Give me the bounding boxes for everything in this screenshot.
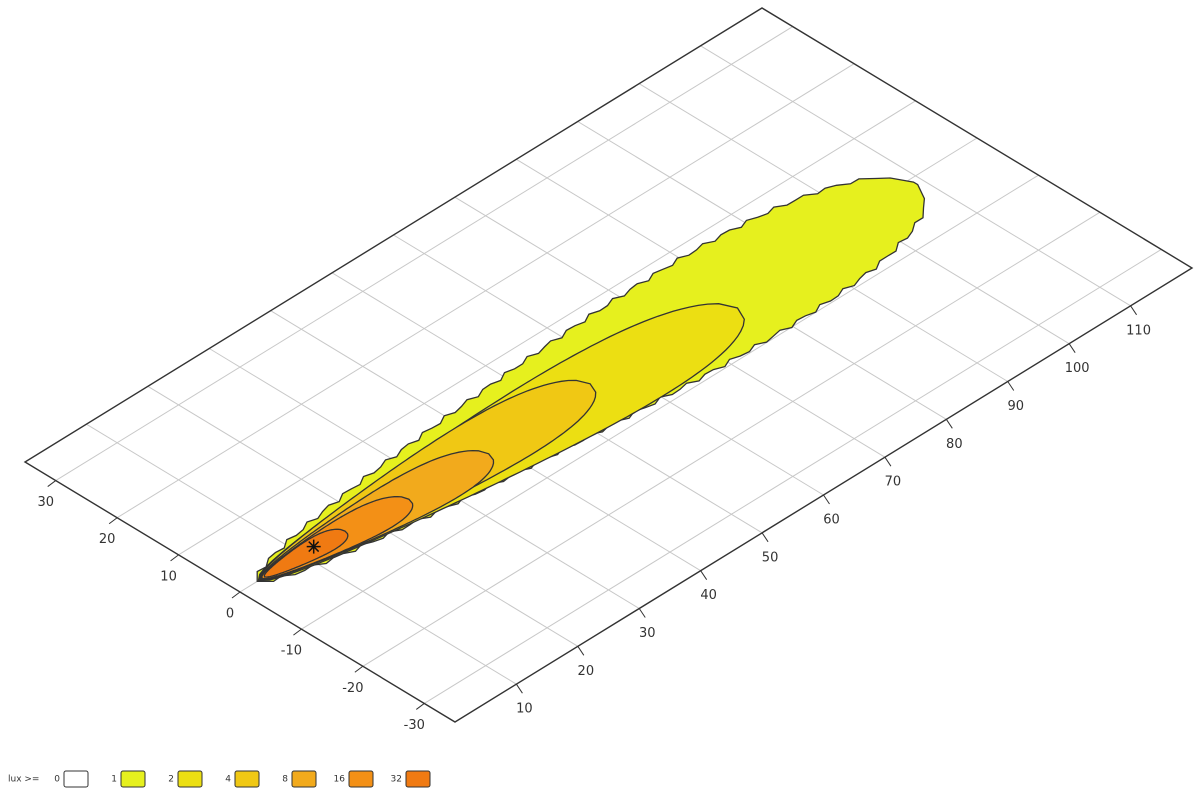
legend-label: 0	[54, 775, 60, 785]
x-tick-label: 30	[639, 626, 656, 641]
y-tick	[170, 554, 179, 562]
y-tick	[231, 591, 241, 599]
legend-swatch	[120, 770, 146, 788]
legend-swatch	[291, 770, 317, 788]
y-tick	[415, 703, 425, 710]
x-tick-label: 90	[1007, 399, 1024, 414]
contour-area	[263, 528, 349, 578]
legend-title: lux >=	[8, 775, 39, 785]
x-tick	[1007, 381, 1015, 391]
legend: lux >= 0 1 2 4 8 16 32	[8, 770, 431, 788]
y-tick-label: -30	[404, 718, 425, 733]
x-tick	[761, 532, 769, 543]
legend-label: 16	[334, 775, 346, 785]
x-tick-label: 60	[823, 513, 840, 528]
y-tick	[108, 517, 118, 525]
legend-label: 4	[225, 775, 231, 785]
light-source	[308, 541, 320, 553]
x-tick-label: 80	[946, 437, 963, 452]
y-tick	[354, 665, 364, 673]
y-tick-label: 0	[226, 607, 234, 622]
x-tick	[516, 683, 523, 694]
grid-line	[424, 249, 1162, 704]
x-tick	[638, 608, 646, 618]
plot-plane	[23, 7, 1194, 723]
x-tick-label: 50	[762, 550, 779, 565]
grid-line	[178, 100, 916, 556]
legend-label: 2	[168, 775, 174, 785]
y-tick-label: 10	[160, 569, 177, 584]
grid-line	[362, 211, 1101, 667]
y-tick	[47, 480, 57, 487]
x-tick	[823, 494, 830, 505]
x-tick-label: 20	[578, 664, 595, 679]
legend-swatch	[234, 770, 260, 788]
x-tick-label: 100	[1065, 361, 1090, 376]
y-tick-label: 30	[37, 495, 54, 510]
y-tick-label: 20	[99, 532, 116, 547]
x-tick-label: 70	[885, 475, 902, 490]
legend-swatch	[348, 770, 374, 788]
x-tick	[700, 570, 708, 580]
grid-line	[301, 174, 1039, 630]
legend-label: 1	[111, 775, 117, 785]
y-tick-label: -10	[281, 644, 302, 659]
y-tick-label: -20	[342, 681, 363, 696]
x-tick-label: 40	[700, 588, 717, 603]
x-tick	[945, 419, 953, 429]
x-tick	[577, 646, 585, 656]
legend-label: 32	[391, 775, 402, 785]
grid-line	[116, 63, 855, 519]
x-tick	[1068, 343, 1076, 353]
x-tick	[884, 456, 892, 467]
x-tick-label: 10	[516, 702, 533, 717]
legend-swatch	[405, 770, 431, 788]
legend-swatch	[177, 770, 203, 788]
x-tick	[1130, 305, 1137, 316]
x-tick-label: 110	[1126, 323, 1151, 338]
y-tick	[293, 628, 302, 636]
legend-swatch	[63, 770, 89, 788]
grid-line	[55, 26, 793, 481]
legend-label: 8	[282, 775, 288, 785]
